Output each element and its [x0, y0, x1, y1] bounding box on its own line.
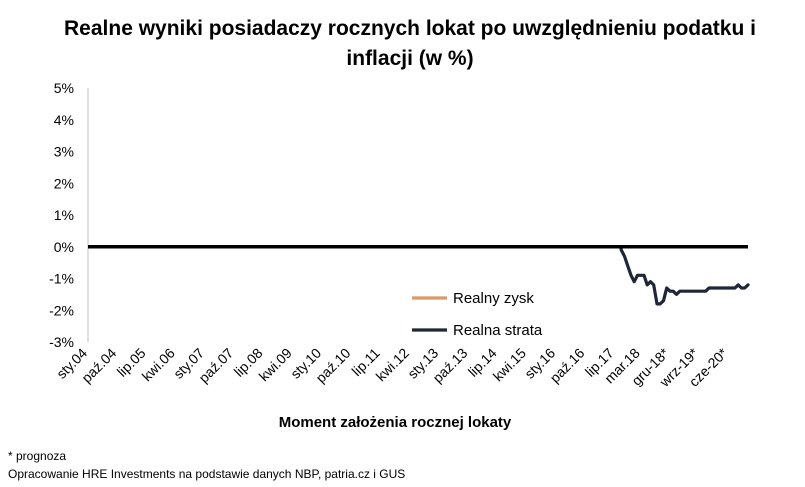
y-tick-label: -3% [49, 334, 74, 350]
x-axis: sty.04paź.04lip.05kwi.06sty.07paź.07lip.… [53, 344, 731, 390]
series-line-realna-strata [619, 245, 750, 306]
y-axis: -3% -2% -1% 0% 1% 2% 3% 4% 5% [49, 80, 89, 350]
x-tick-label: kwi.15 [490, 345, 530, 385]
x-axis-label: Moment założenia rocznej lokaty [279, 414, 512, 431]
legend-label-realny-zysk: Realny zysk [453, 290, 534, 307]
y-tick-label: -1% [49, 271, 74, 287]
y-tick-label: 3% [54, 144, 74, 160]
y-tick-label: 5% [54, 80, 74, 96]
y-tick-label: 2% [54, 175, 74, 191]
x-tick-label: kwi.09 [256, 345, 296, 385]
chart-title: Realne wyniki posiadaczy rocznych lokat … [64, 17, 756, 70]
y-tick-label: 4% [54, 112, 74, 128]
x-tick-label: kwi.12 [373, 345, 413, 385]
footnote-forecast: * prognoza [8, 449, 67, 463]
legend: Realny zysk Realna strata [412, 290, 543, 339]
y-tick-label: 1% [54, 207, 74, 223]
x-tick-label: kwi.06 [139, 345, 179, 385]
legend-label-realna-strata: Realna strata [453, 322, 543, 339]
footnote-source: Opracowanie HRE Investments na podstawie… [8, 467, 406, 481]
y-tick-label: 0% [54, 239, 74, 255]
footnote: * prognoza Opracowanie HRE Investments n… [8, 447, 405, 483]
series-lines [619, 245, 750, 306]
y-tick-label: -2% [49, 302, 74, 318]
